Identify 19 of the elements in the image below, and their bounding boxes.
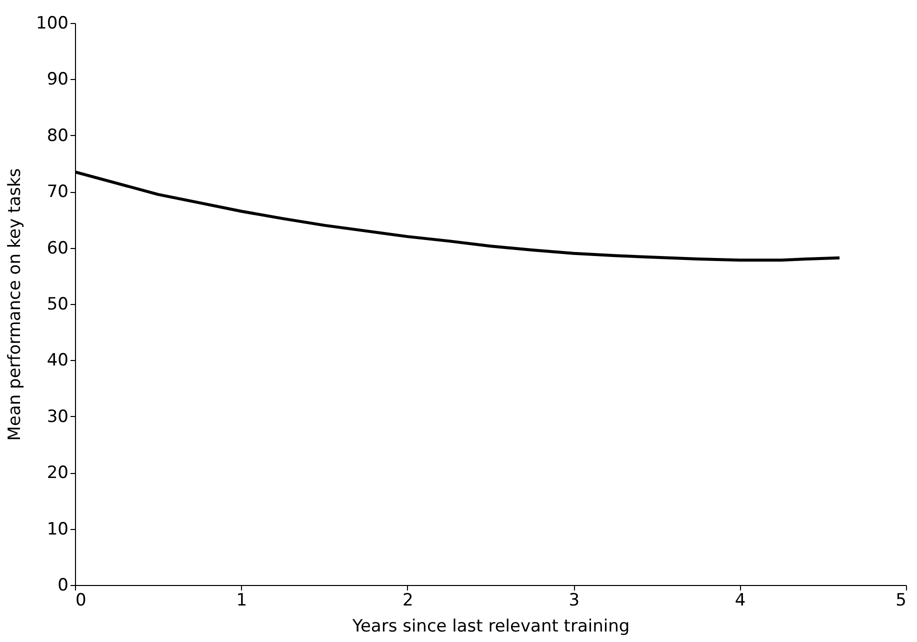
x-axis-title: Years since last relevant training <box>351 616 630 636</box>
y-tick-label: 70 <box>46 182 68 202</box>
y-tick-label: 60 <box>46 238 68 258</box>
y-tick-label: 40 <box>46 350 68 371</box>
y-tick-label: 100 <box>36 14 68 34</box>
y-tick-label: 80 <box>46 126 68 146</box>
y-tick-label: 50 <box>46 294 68 314</box>
x-tick-label: 5 <box>896 590 906 610</box>
x-tick-label: 0 <box>76 590 86 610</box>
y-tick-label: 90 <box>46 70 68 90</box>
y-tick-label: 20 <box>46 463 68 484</box>
x-tick-label: 4 <box>734 590 746 610</box>
x-tick-label: 1 <box>236 590 248 610</box>
y-axis-title: Mean performance on key tasks <box>5 168 26 441</box>
y-tick-label: 10 <box>46 519 68 540</box>
y-tick-label: 30 <box>46 406 68 427</box>
y-tick-label: 0 <box>58 576 68 596</box>
x-tick-label: 2 <box>402 590 414 610</box>
x-tick-label: 3 <box>568 590 580 610</box>
